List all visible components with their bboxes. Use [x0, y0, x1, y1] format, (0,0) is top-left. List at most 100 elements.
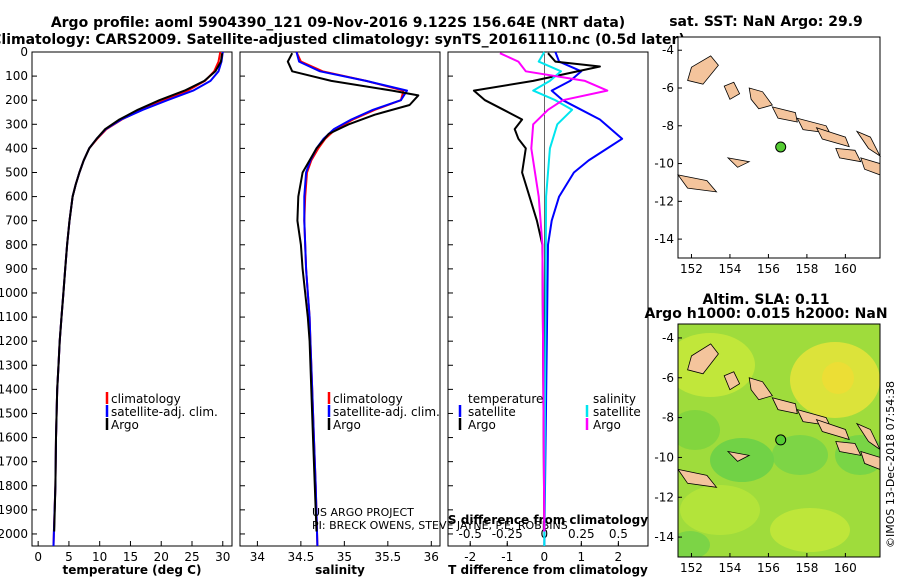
x-tick-label: 30: [215, 550, 230, 564]
sla-blob: [678, 531, 710, 557]
x-tick-label: 15: [123, 550, 138, 564]
x-tick-label: 34.5: [288, 550, 315, 564]
y-tick-label: 1000: [0, 286, 28, 300]
series-line-climatology: [295, 51, 405, 547]
sla-blob: [770, 508, 850, 552]
temperature-panel: temperature (deg C) 0 5 10 15 20 25 3001002003…: [0, 45, 233, 577]
y-tick-label: 1500: [0, 406, 28, 420]
map-x-tick-label: 160: [834, 262, 857, 276]
salinity-lines: [286, 51, 420, 547]
island: [687, 343, 719, 375]
temperature-panel-frame: [31, 51, 233, 547]
island: [723, 371, 741, 391]
legend-temperature-title: temperature: [468, 392, 543, 406]
y-tick-label: 500: [5, 165, 28, 179]
sla-blob: [678, 410, 720, 450]
difference-lines: [472, 51, 624, 547]
y-tick-label: 2000: [0, 527, 28, 541]
island: [771, 106, 798, 123]
temperature-ticks: 0 5 10 15 20 25 300100200300400500600700800900…: [0, 45, 230, 564]
x-tick-label: 10: [92, 550, 107, 564]
sla-map-title-line-2: Argo h1000: 0.015 h2000: NaN: [644, 306, 887, 322]
sla-map-frame: [677, 323, 881, 558]
island: [771, 397, 798, 415]
y-tick-label: 900: [5, 262, 28, 276]
x-tick-label: -1: [501, 550, 513, 564]
legend-climatology: climatology: [111, 392, 181, 406]
sst-map-coastlines: [677, 55, 882, 193]
map-x-tick-label: 152: [680, 561, 703, 575]
map-x-tick-label: 160: [834, 561, 857, 575]
series-line-satellite-adj-clim-: [52, 51, 224, 547]
temperature-xlabel: temperature (deg C): [63, 563, 202, 577]
sla-map-coastlines: [678, 343, 880, 488]
sla-map-title-line-1: Altim. SLA: 0.11: [702, 292, 829, 308]
y-tick-label: 1900: [0, 503, 28, 517]
x2-tick-label: 0.5: [609, 527, 628, 541]
y-tick-label: 1800: [0, 479, 28, 493]
x-tick-label: 35.5: [374, 550, 401, 564]
x-tick-label: 0: [34, 550, 42, 564]
difference-ticks: -2 -1 0 1 2-0.5 -0.25 0 0.25 0.5: [448, 51, 628, 564]
map-x-tick-label: 158: [795, 561, 818, 575]
map-y-tick-label: -4: [662, 43, 674, 57]
island: [726, 157, 751, 168]
y-tick-label: 1400: [0, 382, 28, 396]
sla-map-ticks: 152 154 156 158 160 -4 -6 -8 -10 -12 -14: [654, 331, 856, 575]
y-tick-label: 200: [5, 93, 28, 107]
island: [748, 87, 773, 110]
map-y-tick-label: -8: [662, 119, 674, 133]
legend-salinity-title: salinity: [593, 392, 636, 406]
sla-blob: [822, 362, 854, 394]
imos-watermark: ©IMOS 13-Dec-2018 07:54:38: [884, 381, 897, 548]
x-tick-label: -2: [464, 550, 476, 564]
map-y-tick-label: -6: [662, 371, 674, 385]
map-x-tick-label: 152: [680, 262, 703, 276]
series-line-satellite-adj-clim-: [295, 51, 408, 547]
difference-panel-frame: [447, 51, 649, 547]
sla-map: Altim. SLA: 0.11 Argo h1000: 0.015 h2000…: [644, 292, 887, 575]
salinity-xlabel: salinity: [315, 563, 365, 577]
map-y-tick-label: -12: [654, 194, 674, 208]
y-tick-label: 1300: [0, 358, 28, 372]
island: [860, 450, 880, 470]
salinity-panel: salinity 34 34.5 35 35.5 36 climatology sate…: [239, 51, 568, 577]
island: [687, 55, 719, 85]
x-tick-label: 1: [578, 550, 586, 564]
t-difference-xlabel: T difference from climatology: [448, 563, 648, 577]
map-y-tick-label: -12: [654, 490, 674, 504]
x-tick-label: 35: [337, 550, 352, 564]
series-line-s-argo: [499, 52, 609, 532]
legend-argo: Argo: [111, 418, 139, 432]
x-tick-label: 2: [615, 550, 623, 564]
island: [815, 418, 850, 441]
sla-blob: [710, 438, 774, 482]
map-x-tick-label: 154: [718, 561, 741, 575]
sst-map-title: sat. SST: NaN Argo: 29.9: [669, 14, 863, 30]
map-y-tick-label: -6: [662, 81, 674, 95]
difference-legend: temperature satellite Argo salinity sate…: [458, 392, 641, 432]
title-line-2: Climatology: CARS2009. Satellite-adjuste…: [0, 32, 685, 48]
map-y-tick-label: -10: [654, 450, 674, 464]
x-tick-label: 5: [65, 550, 73, 564]
map-x-tick-label: 154: [718, 262, 741, 276]
map-x-tick-label: 158: [795, 262, 818, 276]
credit-line-1: US ARGO PROJECT: [312, 506, 414, 519]
map-x-tick-label: 156: [757, 262, 780, 276]
y-tick-label: 300: [5, 117, 28, 131]
salinity-legend: climatology satellite-adj. clim. Argo: [327, 392, 440, 432]
legend-t-satellite: satellite: [468, 405, 516, 419]
map-y-tick-label: -14: [654, 232, 674, 246]
series-line-argo: [53, 53, 224, 532]
island: [678, 468, 718, 488]
x-tick-label: 0: [540, 550, 548, 564]
map-y-tick-label: -8: [662, 411, 674, 425]
island: [860, 157, 881, 176]
legend-argo: Argo: [333, 418, 361, 432]
x-tick-label: 25: [184, 550, 199, 564]
island: [726, 450, 751, 462]
island: [748, 377, 773, 401]
temperature-legend: climatology satellite-adj. clim. Argo: [105, 392, 218, 432]
sla-blob: [772, 435, 828, 475]
island: [855, 130, 882, 158]
